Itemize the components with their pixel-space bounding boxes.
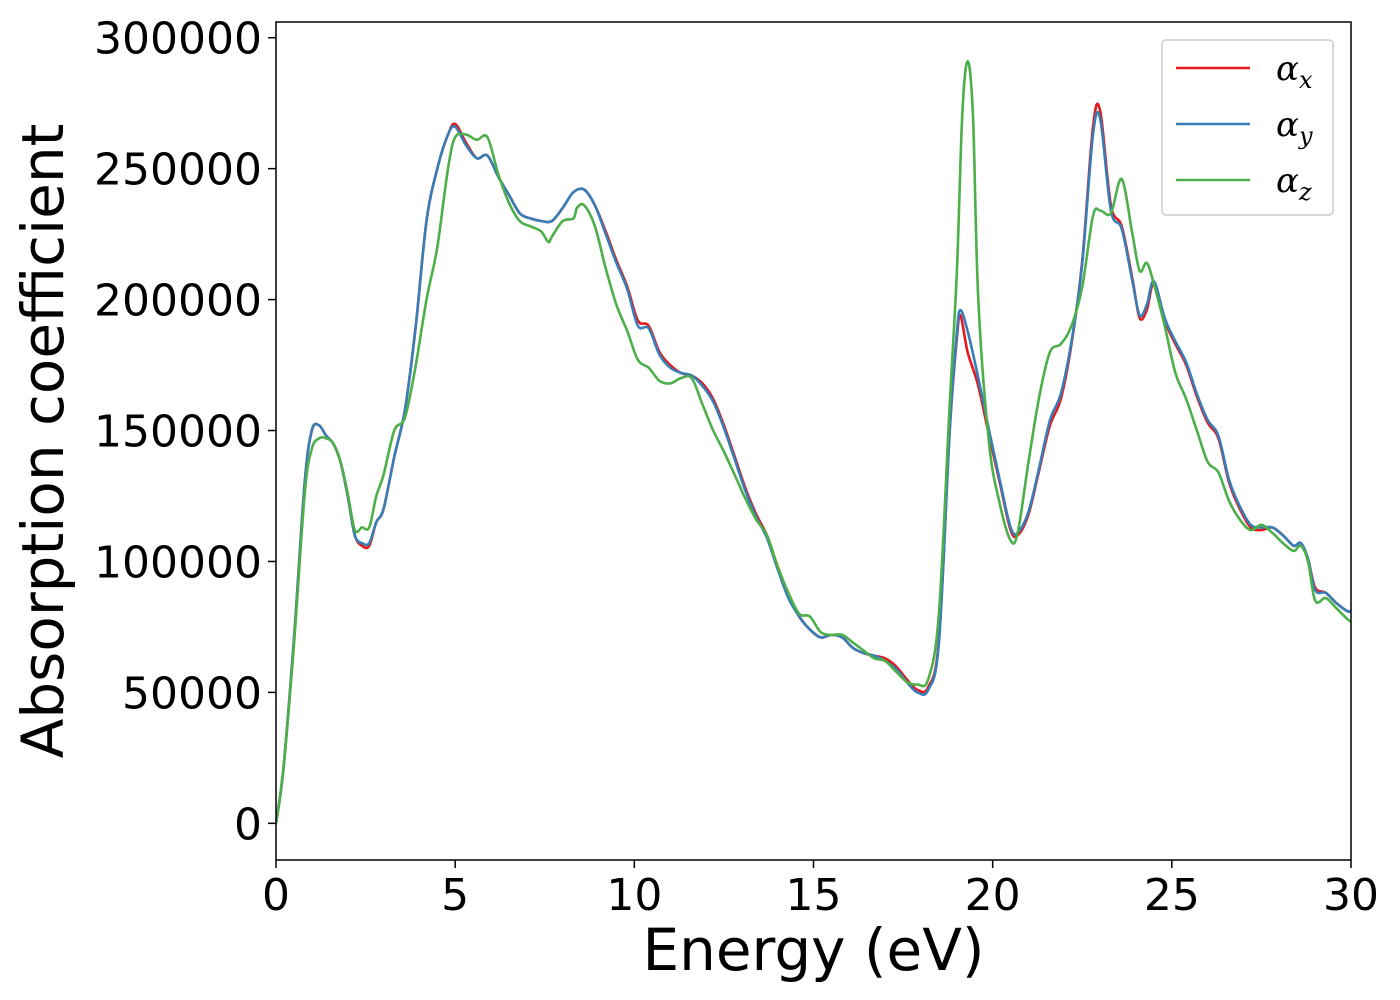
x-tick-label: 30: [1323, 870, 1379, 921]
x-tick-label: 10: [606, 870, 662, 921]
y-axis: 0 50000 100000 150000 200000 250000 300000: [94, 14, 276, 850]
y-tick-label: 100000: [94, 537, 262, 588]
legend-label-y: αy: [1276, 105, 1313, 150]
legend-label-z: αz: [1276, 161, 1312, 206]
legend-box: [1161, 39, 1334, 216]
x-axis: 0 5 10 15 20 25 30: [262, 860, 1379, 921]
x-tick-label: 25: [1144, 870, 1200, 921]
y-tick-label: 300000: [94, 14, 262, 65]
legend: αx αy αz: [1161, 39, 1334, 216]
y-tick-label: 200000: [94, 276, 262, 327]
series-line-z: [276, 60, 1351, 824]
x-tick-label: 20: [965, 870, 1021, 921]
legend-label-x: αx: [1276, 49, 1313, 94]
y-tick-label: 50000: [122, 668, 262, 719]
series-line-y: [276, 110, 1351, 824]
x-tick-label: 5: [441, 870, 469, 921]
x-axis-label: Energy (eV): [642, 916, 984, 984]
y-tick-label: 250000: [94, 145, 262, 196]
y-tick-label: 0: [234, 799, 262, 850]
y-axis-label: Absorption coefficient: [9, 124, 77, 759]
y-tick-label: 150000: [94, 407, 262, 458]
series-layer: [276, 60, 1351, 824]
x-tick-label: 0: [262, 870, 290, 921]
x-tick-label: 15: [786, 870, 842, 921]
